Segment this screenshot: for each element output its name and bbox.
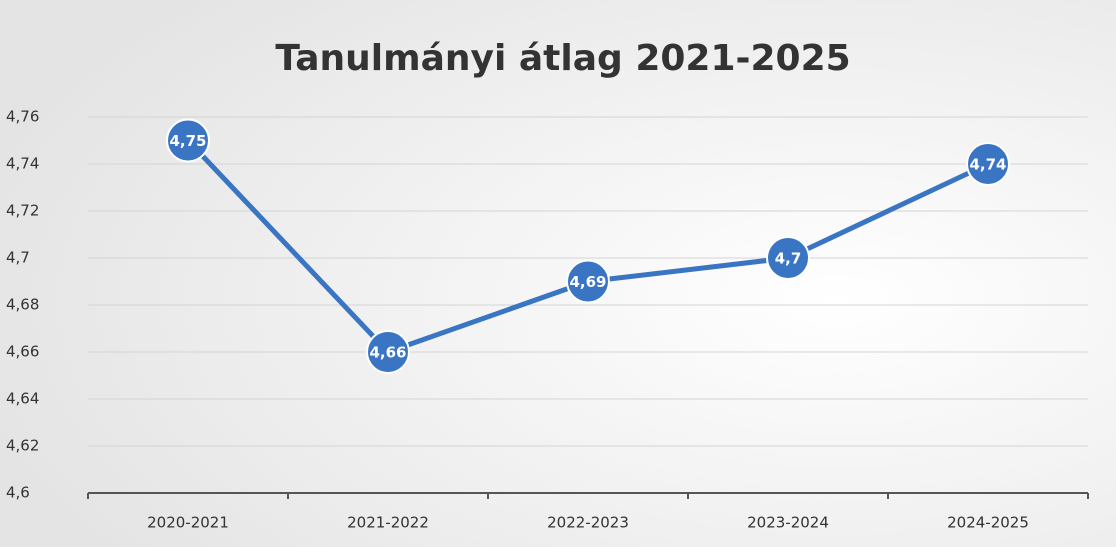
y-tick-label: 4,7	[6, 249, 30, 267]
data-label: 4,75	[169, 132, 206, 150]
y-tick-label: 4,66	[6, 343, 39, 361]
x-tick-label: 2020-2021	[147, 514, 229, 532]
data-point	[366, 330, 410, 374]
data-point	[766, 236, 810, 280]
chart-title: Tanulmányi átlag 2021-2025	[275, 38, 850, 79]
x-tick-label: 2023-2024	[747, 514, 829, 532]
data-label: 4,69	[569, 273, 606, 291]
data-point	[166, 118, 210, 163]
y-tick-label: 4,62	[6, 437, 39, 455]
data-label: 4,7	[775, 250, 802, 268]
data-point	[566, 259, 610, 304]
y-tick-label: 4,72	[6, 202, 39, 220]
x-tick-label: 2021-2022	[347, 514, 429, 532]
y-tick-label: 4,76	[6, 108, 39, 126]
y-tick-label: 4,64	[6, 390, 39, 408]
data-point	[966, 142, 1010, 186]
y-tick-label: 4,6	[6, 484, 30, 502]
y-tick-label: 4,68	[6, 296, 39, 314]
data-label: 4,66	[369, 344, 406, 362]
x-tick-label: 2022-2023	[547, 514, 629, 532]
x-tick-label: 2024-2025	[947, 514, 1029, 532]
y-tick-label: 4,74	[6, 155, 39, 173]
data-label: 4,74	[969, 156, 1006, 174]
